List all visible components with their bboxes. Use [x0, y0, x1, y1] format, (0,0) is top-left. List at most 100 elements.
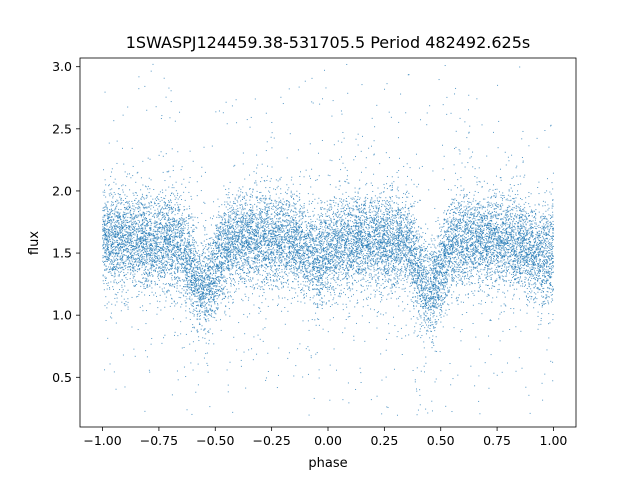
data-point [174, 256, 176, 258]
data-point [460, 239, 462, 241]
data-point [428, 257, 430, 259]
data-point [530, 249, 532, 251]
data-point [481, 224, 483, 226]
data-point [264, 231, 266, 233]
data-point [387, 269, 389, 271]
data-point [315, 235, 317, 237]
data-point [265, 240, 267, 242]
data-point [413, 242, 415, 244]
data-point [356, 216, 358, 218]
data-point [432, 243, 434, 245]
data-point [218, 264, 220, 266]
data-point [131, 249, 133, 251]
data-point [292, 257, 294, 259]
data-point [523, 234, 525, 236]
data-point [337, 217, 339, 218]
data-point [267, 371, 269, 372]
data-point [208, 332, 210, 334]
data-point [365, 271, 367, 273]
data-point [224, 243, 226, 245]
data-point [127, 212, 129, 214]
data-point [333, 270, 335, 272]
data-point [142, 305, 144, 307]
data-point [162, 226, 164, 228]
data-point [540, 244, 542, 246]
data-point [279, 217, 281, 219]
data-point [548, 337, 550, 339]
data-point [294, 204, 296, 206]
data-point [210, 291, 212, 293]
data-point [277, 224, 279, 226]
data-point [475, 219, 477, 221]
data-point [215, 271, 217, 273]
data-point [298, 199, 300, 201]
data-point [340, 280, 342, 282]
data-point [368, 247, 370, 249]
data-point [225, 220, 227, 222]
data-point [190, 245, 192, 247]
data-point [479, 235, 481, 237]
data-point [305, 281, 307, 283]
data-point [293, 230, 295, 232]
data-point [378, 241, 380, 243]
data-point [283, 230, 285, 232]
data-point [183, 347, 185, 348]
data-point [277, 265, 279, 267]
data-point [111, 193, 113, 195]
data-point [254, 248, 256, 250]
data-point [158, 242, 160, 244]
data-point [250, 266, 252, 268]
data-point [519, 216, 521, 218]
data-point [238, 214, 240, 216]
data-point [284, 266, 286, 268]
data-point [373, 219, 375, 221]
data-point [389, 204, 391, 206]
data-point [125, 245, 127, 247]
data-point [402, 243, 404, 245]
data-point [190, 251, 192, 253]
data-point [365, 205, 367, 207]
data-point [223, 234, 225, 236]
data-point [151, 222, 153, 224]
data-point [466, 194, 468, 196]
data-point [350, 226, 352, 228]
data-point [316, 258, 318, 260]
data-point [148, 192, 150, 194]
data-point [442, 144, 444, 146]
data-point [345, 268, 347, 269]
data-point [358, 204, 360, 206]
data-point [160, 208, 162, 210]
data-point [400, 260, 402, 262]
data-point [192, 243, 194, 245]
data-point [335, 244, 337, 246]
data-point [165, 238, 167, 240]
data-point [275, 205, 277, 207]
data-point [502, 237, 504, 239]
data-point [171, 206, 173, 208]
data-point [376, 216, 378, 218]
data-point [202, 267, 204, 269]
data-point [268, 230, 270, 232]
data-point [314, 265, 316, 267]
data-point [183, 220, 185, 222]
data-point [309, 237, 311, 239]
data-point [490, 226, 492, 228]
data-point [465, 223, 467, 225]
data-point [509, 224, 511, 226]
data-point [274, 272, 276, 274]
data-point [304, 80, 306, 82]
data-point [386, 220, 388, 222]
data-point [239, 219, 241, 221]
data-point [533, 239, 535, 241]
data-point [519, 242, 521, 244]
data-point [411, 268, 413, 270]
data-point [308, 229, 310, 231]
data-point [355, 232, 357, 234]
data-point [478, 228, 480, 230]
data-point [533, 256, 535, 258]
data-point [196, 331, 198, 333]
data-point [546, 190, 548, 192]
data-point [382, 250, 384, 252]
data-point [174, 214, 176, 216]
data-point [268, 257, 270, 258]
